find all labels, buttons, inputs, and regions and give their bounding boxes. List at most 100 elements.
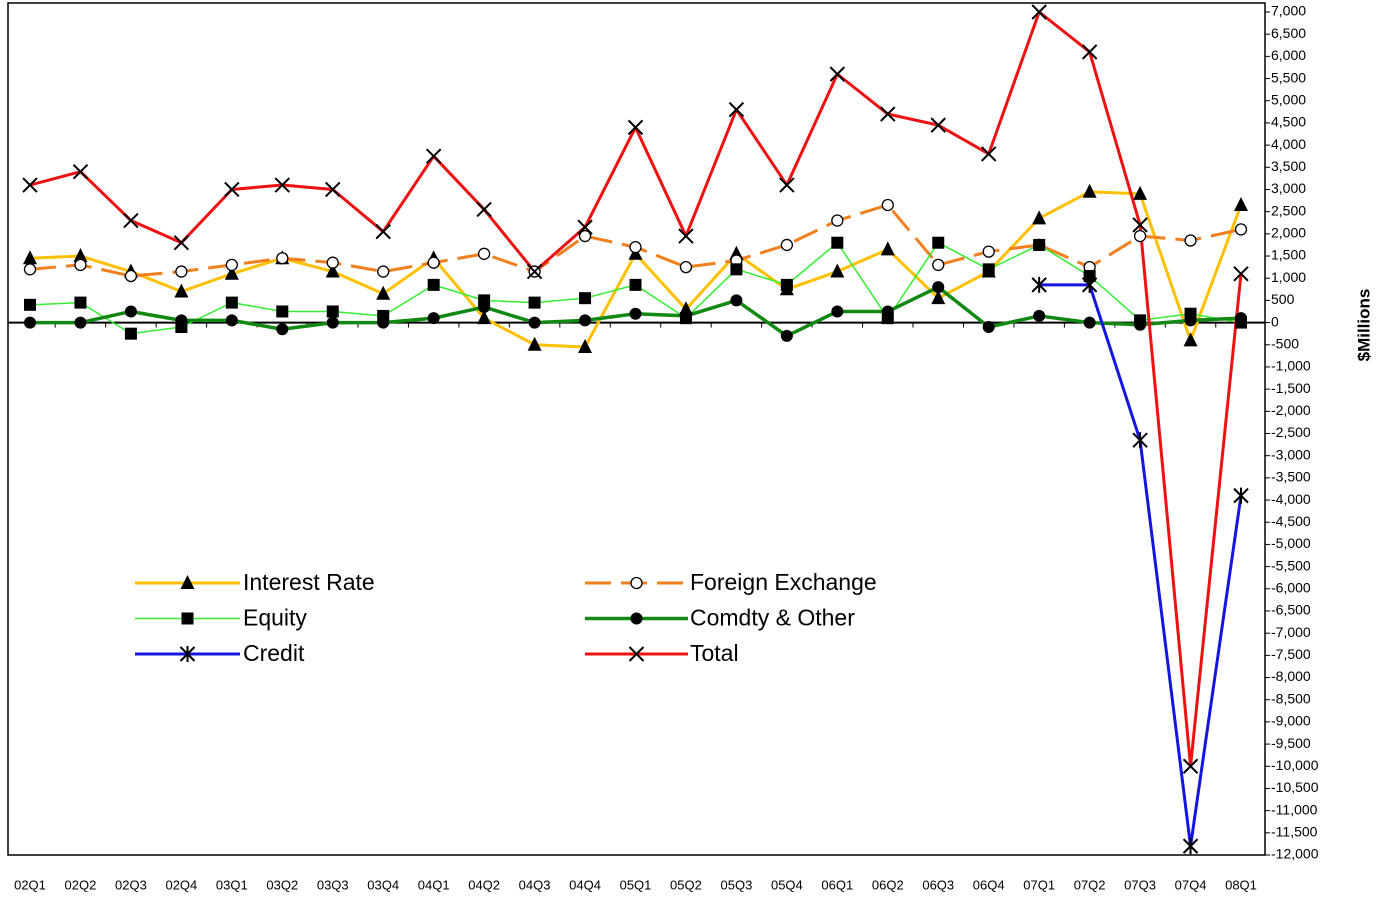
x-tick-label: 03Q3	[317, 877, 349, 892]
marker-shape	[780, 238, 794, 252]
marker	[981, 146, 997, 162]
marker-shape	[780, 329, 793, 342]
y-tick-label: 2,000	[1271, 225, 1306, 241]
marker	[225, 258, 238, 272]
marker	[1182, 838, 1199, 855]
marker	[1234, 223, 1248, 236]
marker	[1083, 316, 1096, 329]
marker	[124, 305, 137, 318]
marker	[1233, 266, 1249, 282]
y-tick-label: 3,000	[1271, 180, 1306, 196]
marker-shape	[1132, 217, 1148, 233]
marker-shape	[931, 290, 946, 305]
marker	[1132, 217, 1148, 233]
marker-shape	[1133, 185, 1148, 200]
marker-shape	[982, 245, 995, 258]
y-tick-label: 5,000	[1271, 91, 1306, 107]
y-tick-label: 3,500	[1271, 158, 1306, 174]
y-tick-label: -9,500	[1271, 735, 1311, 751]
marker-shape	[981, 146, 997, 162]
marker	[629, 278, 642, 291]
x-tick-label: 03Q4	[367, 877, 399, 892]
legend-marker	[180, 575, 195, 589]
marker-shape	[728, 101, 745, 118]
marker-shape	[1083, 316, 1096, 329]
legend-label: Total	[690, 640, 739, 666]
marker-shape	[325, 263, 340, 278]
marker	[728, 101, 745, 118]
marker-shape	[528, 296, 541, 309]
marker-shape	[982, 263, 995, 276]
marker	[74, 316, 87, 329]
legend-label: Equity	[243, 605, 307, 631]
marker-shape	[477, 247, 491, 260]
marker	[1081, 44, 1098, 60]
marker	[1032, 210, 1047, 225]
marker	[478, 301, 491, 314]
marker	[831, 214, 844, 227]
marker-shape	[880, 241, 895, 256]
marker-shape	[276, 252, 289, 265]
y-tick-label: -10,000	[1271, 757, 1319, 773]
legend-label: Interest Rate	[243, 569, 375, 595]
legend-marker	[630, 612, 643, 625]
marker-shape	[830, 263, 845, 278]
marker-shape	[124, 269, 138, 283]
marker	[225, 314, 238, 327]
marker	[1031, 4, 1047, 20]
marker-shape	[181, 612, 194, 625]
marker-shape	[23, 263, 37, 276]
y-tick-label: -4,500	[1271, 513, 1311, 529]
marker-shape	[376, 285, 391, 300]
marker-shape	[679, 260, 693, 274]
marker-shape	[1133, 229, 1147, 243]
marker-shape	[427, 278, 440, 291]
marker	[629, 241, 642, 254]
marker-shape	[932, 236, 945, 249]
y-tick-label: -8,000	[1271, 668, 1311, 684]
marker	[880, 106, 896, 122]
x-tick-label: 05Q2	[670, 877, 702, 892]
x-tick-label: 06Q2	[872, 877, 904, 892]
marker-shape	[627, 119, 644, 136]
marker-shape	[880, 106, 896, 122]
marker	[274, 177, 290, 193]
marker	[1083, 269, 1096, 282]
marker-shape	[375, 223, 391, 240]
x-tick-label: 07Q2	[1074, 877, 1106, 892]
marker-shape	[478, 301, 491, 314]
marker-shape	[123, 212, 139, 229]
marker-shape	[325, 181, 341, 198]
marker-shape	[578, 229, 592, 243]
marker-shape	[1033, 238, 1046, 251]
marker-shape	[173, 235, 190, 251]
marker	[1233, 487, 1249, 504]
marker-shape	[578, 338, 593, 353]
marker-shape	[630, 576, 643, 590]
marker-shape	[1233, 266, 1249, 282]
marker	[779, 177, 795, 193]
marker	[1134, 318, 1147, 331]
marker	[24, 298, 36, 311]
marker-shape	[1234, 197, 1248, 212]
y-tick-label: -1,000	[1271, 358, 1311, 374]
y-tick-label: -11,000	[1271, 801, 1318, 817]
marker	[881, 305, 894, 318]
marker	[780, 329, 793, 342]
marker	[1183, 332, 1198, 347]
marker	[74, 258, 87, 272]
x-tick-label: 05Q4	[771, 877, 803, 892]
marker-shape	[274, 177, 290, 193]
marker	[880, 241, 895, 256]
marker-shape	[779, 177, 795, 193]
marker	[173, 235, 190, 251]
marker	[1031, 276, 1047, 293]
y-tick-label: 5,500	[1271, 69, 1306, 85]
marker-shape	[477, 310, 492, 325]
marker	[1133, 229, 1147, 243]
y-tick-label: 6,000	[1271, 47, 1306, 63]
marker	[175, 314, 188, 327]
marker	[477, 310, 492, 325]
marker-shape	[730, 263, 743, 276]
marker-shape	[326, 316, 339, 329]
